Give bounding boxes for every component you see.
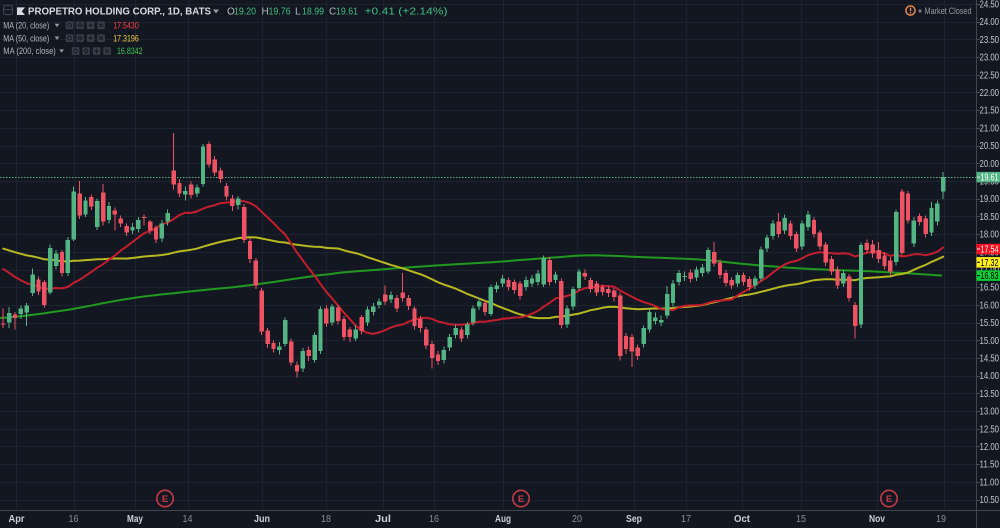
svg-text:PROPETRO HOLDING CORP., 1D, BA: PROPETRO HOLDING CORP., 1D, BATS <box>28 6 211 18</box>
svg-text:17.32: 17.32 <box>981 258 999 269</box>
svg-text:24.50: 24.50 <box>980 0 1000 11</box>
svg-text:Nov: Nov <box>869 514 885 525</box>
svg-text:16.8342: 16.8342 <box>117 46 143 56</box>
svg-text:L: L <box>295 7 301 18</box>
svg-text:22.00: 22.00 <box>980 88 1000 99</box>
svg-text:13.00: 13.00 <box>980 407 1000 418</box>
svg-text:11.50: 11.50 <box>980 460 1000 471</box>
svg-text:Oct: Oct <box>734 514 751 525</box>
svg-text:16: 16 <box>429 514 439 525</box>
svg-text:20: 20 <box>572 514 582 525</box>
svg-text:21.50: 21.50 <box>980 106 1000 117</box>
svg-text:18.00: 18.00 <box>980 230 1000 241</box>
svg-text:Sep: Sep <box>626 514 642 525</box>
svg-text:15.00: 15.00 <box>980 336 1000 347</box>
svg-text:22.50: 22.50 <box>980 70 1000 81</box>
svg-text:23.00: 23.00 <box>980 53 1000 64</box>
svg-text:20.00: 20.00 <box>980 159 1000 170</box>
svg-text:16.83: 16.83 <box>981 271 999 282</box>
svg-text:Jun: Jun <box>254 514 270 525</box>
svg-text:17: 17 <box>681 514 691 525</box>
svg-text:+0.41 (+2.14%): +0.41 (+2.14%) <box>365 7 448 18</box>
svg-text:18: 18 <box>321 514 331 525</box>
svg-text:19.00: 19.00 <box>980 194 1000 205</box>
svg-text:19.20: 19.20 <box>234 7 256 18</box>
svg-text:12.00: 12.00 <box>980 442 1000 453</box>
svg-text:17.54: 17.54 <box>981 245 999 256</box>
svg-text:Jul: Jul <box>375 514 391 525</box>
svg-text:21.00: 21.00 <box>980 123 1000 134</box>
svg-text:18.50: 18.50 <box>980 212 1000 223</box>
svg-text:19: 19 <box>936 514 946 525</box>
svg-text:14.00: 14.00 <box>980 371 1000 382</box>
svg-text:15: 15 <box>796 514 806 525</box>
svg-text:Market Closed: Market Closed <box>925 6 972 17</box>
svg-text:E: E <box>162 494 168 505</box>
svg-text:17.3196: 17.3196 <box>113 33 139 43</box>
svg-text:MA (50, close): MA (50, close) <box>3 33 49 43</box>
svg-text:14.50: 14.50 <box>980 354 1000 365</box>
svg-text:19.76: 19.76 <box>269 7 291 18</box>
svg-text:13.50: 13.50 <box>980 389 1000 400</box>
svg-text:19.61: 19.61 <box>981 173 999 184</box>
svg-text:16.00: 16.00 <box>980 300 1000 311</box>
svg-text:15.50: 15.50 <box>980 318 1000 329</box>
svg-text:C: C <box>329 7 336 18</box>
svg-text:MA (200, close): MA (200, close) <box>3 46 56 56</box>
svg-text:20.50: 20.50 <box>980 141 1000 152</box>
svg-text:17.5430: 17.5430 <box>113 21 139 31</box>
svg-text:Aug: Aug <box>495 514 511 525</box>
svg-text:Apr: Apr <box>9 514 25 525</box>
svg-text:16: 16 <box>69 514 79 525</box>
svg-text:May: May <box>127 514 143 525</box>
svg-text:14: 14 <box>183 514 193 525</box>
svg-text:24.00: 24.00 <box>980 17 1000 28</box>
svg-text:16.50: 16.50 <box>980 283 1000 294</box>
svg-text:H: H <box>262 7 269 18</box>
svg-text:MA (20, close): MA (20, close) <box>3 21 49 31</box>
svg-text:23.50: 23.50 <box>980 35 1000 46</box>
svg-text:11.00: 11.00 <box>980 477 1000 488</box>
svg-text:10.50: 10.50 <box>980 495 1000 506</box>
svg-text:19.61: 19.61 <box>336 7 358 18</box>
svg-text:18.99: 18.99 <box>302 7 324 18</box>
svg-text:12.50: 12.50 <box>980 424 1000 435</box>
svg-text:E: E <box>518 494 524 505</box>
svg-text:E: E <box>886 494 892 505</box>
svg-text:O: O <box>227 7 235 18</box>
